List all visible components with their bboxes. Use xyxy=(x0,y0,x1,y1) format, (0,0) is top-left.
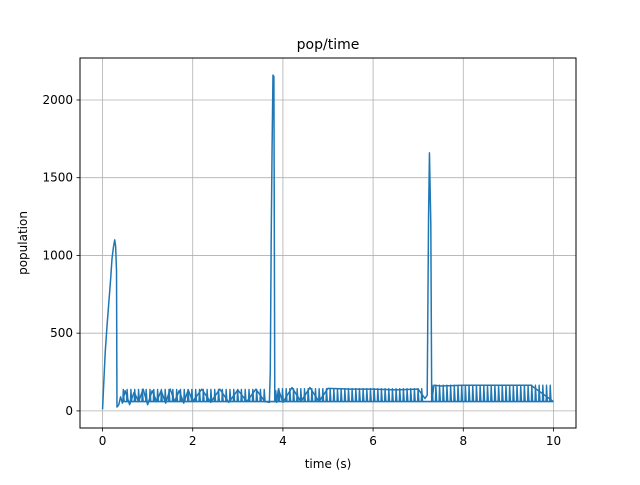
population-oscillation xyxy=(122,388,266,402)
population-oscillation xyxy=(431,384,552,402)
x-tick-label: 2 xyxy=(189,434,197,448)
x-axis: 0 2 4 6 8 10 xyxy=(99,428,561,448)
x-axis-label: time (s) xyxy=(305,457,352,471)
y-tick-label: 2000 xyxy=(42,93,73,107)
x-tick-label: 10 xyxy=(546,434,561,448)
y-tick-label: 500 xyxy=(50,326,73,340)
y-tick-label: 1500 xyxy=(42,171,73,185)
chart-title: pop/time xyxy=(297,37,360,53)
plot-area xyxy=(101,74,554,410)
x-tick-label: 8 xyxy=(459,434,467,448)
y-axis-label: population xyxy=(16,211,30,275)
grid xyxy=(80,58,576,428)
y-tick-label: 0 xyxy=(65,404,73,418)
y-axis: 0 500 1000 1500 2000 xyxy=(42,93,80,418)
x-tick-label: 4 xyxy=(279,434,287,448)
population-oscillation xyxy=(277,387,424,402)
y-tick-label: 1000 xyxy=(42,248,73,262)
x-tick-label: 0 xyxy=(99,434,107,448)
x-tick-label: 6 xyxy=(369,434,377,448)
axes-frame xyxy=(79,57,577,429)
